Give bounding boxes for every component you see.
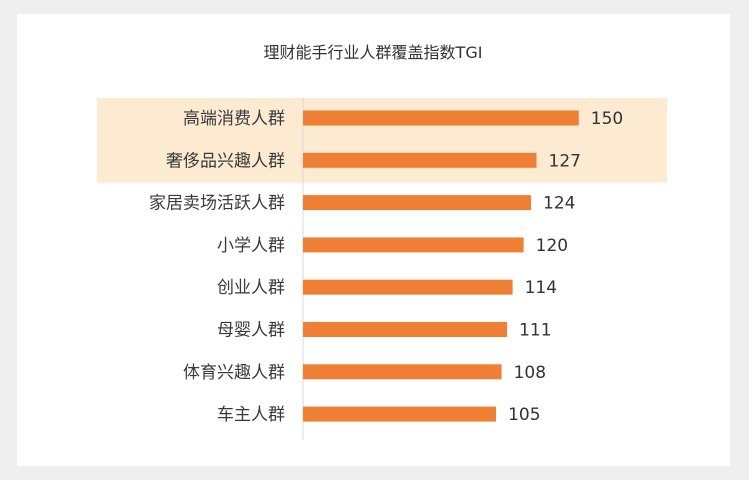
- category-label-1: 高端消费人群: [183, 109, 285, 129]
- value-label-4: 120: [536, 236, 568, 256]
- value-label-7: 108: [514, 363, 546, 383]
- category-label-8: 车主人群: [217, 405, 285, 425]
- value-label-8: 105: [508, 405, 540, 425]
- category-label-4: 小学人群: [217, 236, 285, 256]
- bar-8: [303, 406, 497, 422]
- bar-chart: 理财能手行业人群覆盖指数TGI 高端消费人群 150 奢侈品兴趣人群 127 家居卖场活…: [97, 43, 667, 440]
- category-label-2: 奢侈品兴趣人群: [166, 151, 285, 171]
- value-label-1: 150: [591, 109, 623, 129]
- bar-6: [303, 322, 508, 337]
- category-label-3: 家居卖场活跃人群: [149, 194, 285, 214]
- bar-5: [303, 279, 513, 295]
- category-label-7: 体育兴趣人群: [183, 363, 285, 383]
- bar-1: [303, 110, 579, 126]
- value-label-2: 127: [549, 151, 581, 171]
- value-label-3: 124: [543, 194, 575, 214]
- category-label-6: 母婴人群: [217, 321, 285, 341]
- labels-group: 高端消费人群 150 奢侈品兴趣人群 127 家居卖场活跃人群 124 小学人群 120 创业人…: [149, 109, 623, 425]
- bar-7: [303, 364, 502, 380]
- bar-2: [303, 152, 537, 168]
- bars-group: [303, 110, 579, 422]
- value-label-6: 111: [519, 321, 551, 341]
- bar-3: [303, 195, 531, 211]
- value-label-5: 114: [525, 278, 557, 298]
- bar-4: [303, 237, 524, 253]
- category-label-5: 创业人群: [217, 278, 285, 298]
- chart-title: 理财能手行业人群覆盖指数TGI: [264, 43, 483, 62]
- chart-card: 理财能手行业人群覆盖指数TGI 高端消费人群 150 奢侈品兴趣人群 127 家居卖场活…: [17, 14, 730, 466]
